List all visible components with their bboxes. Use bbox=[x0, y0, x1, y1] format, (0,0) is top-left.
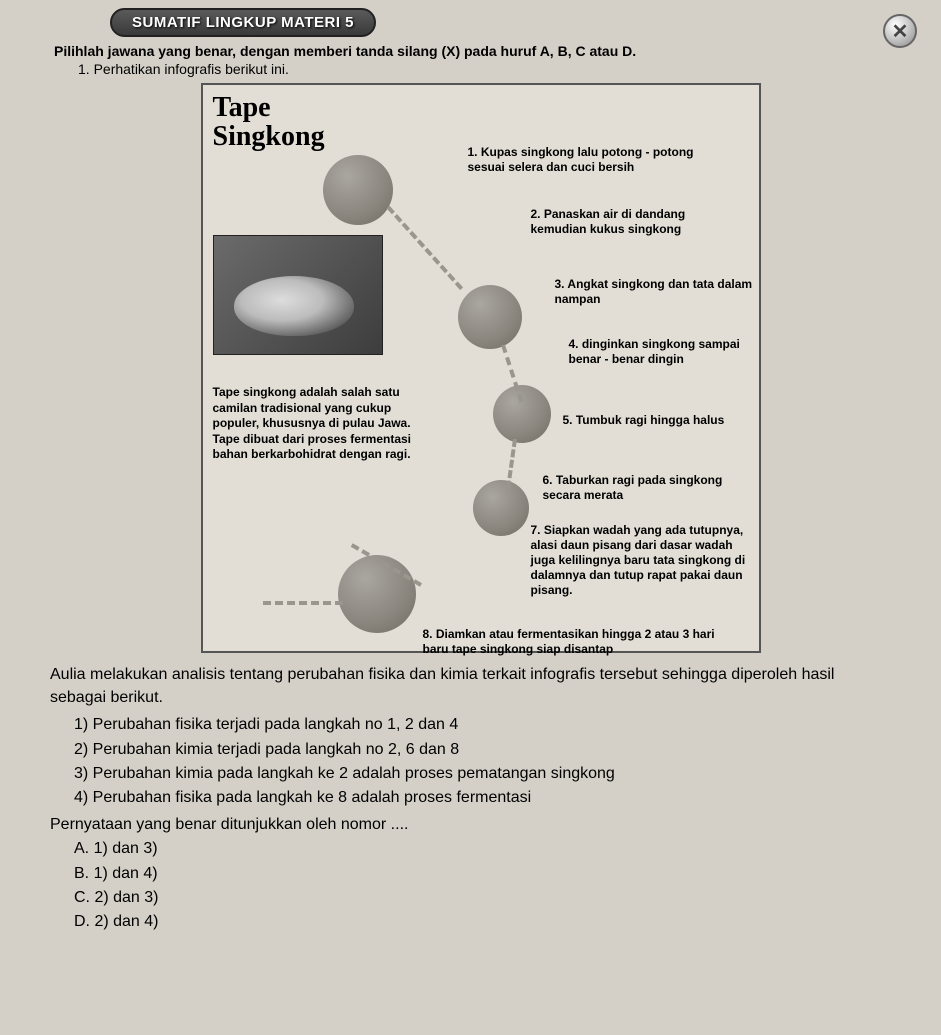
statement-list: 1) Perubahan fisika terjadi pada langkah… bbox=[74, 713, 891, 809]
step-text: 8. Diamkan atau fermentasikan hingga 2 a… bbox=[423, 627, 743, 657]
question-stem: Pernyataan yang benar ditunjukkan oleh n… bbox=[50, 813, 891, 836]
infographic-description: Tape singkong adalah salah satu camilan … bbox=[213, 385, 413, 463]
flow-connector bbox=[263, 601, 343, 605]
infographic-title-1: Tape bbox=[213, 93, 749, 122]
flow-connector bbox=[386, 206, 463, 290]
question-block: Aulia melakukan analisis tentang perubah… bbox=[50, 663, 911, 933]
flow-node bbox=[338, 555, 416, 633]
main-instruction: Pilihlah jawana yang benar, dengan membe… bbox=[54, 43, 911, 59]
question-1-prompt: 1. Perhatikan infografis berikut ini. bbox=[78, 61, 911, 77]
option-item[interactable]: B. 1) dan 4) bbox=[74, 862, 891, 885]
step-text: 3. Angkat singkong dan tata dalam nampan bbox=[555, 277, 755, 307]
step-text: 1. Kupas singkong lalu potong - potong s… bbox=[468, 145, 708, 175]
statement-item: 4) Perubahan fisika pada langkah ke 8 ad… bbox=[74, 786, 891, 809]
step-text: 7. Siapkan wadah yang ada tutupnya, alas… bbox=[531, 523, 751, 598]
step-text: 6. Taburkan ragi pada singkong secara me… bbox=[543, 473, 743, 503]
flow-node bbox=[458, 285, 522, 349]
option-item[interactable]: D. 2) dan 4) bbox=[74, 910, 891, 933]
question-lead: Aulia melakukan analisis tentang perubah… bbox=[50, 663, 891, 709]
step-text: 2. Panaskan air di dandang kemudian kuku… bbox=[531, 207, 741, 237]
header-bar: SUMATIF LINGKUP MATERI 5 bbox=[110, 8, 376, 37]
step-text: 4. dinginkan singkong sampai benar - ben… bbox=[569, 337, 749, 367]
step-text: 5. Tumbuk ragi hingga halus bbox=[563, 413, 743, 428]
option-list: A. 1) dan 3)B. 1) dan 4)C. 2) dan 3)D. 2… bbox=[74, 837, 891, 933]
flow-node bbox=[323, 155, 393, 225]
option-item[interactable]: C. 2) dan 3) bbox=[74, 886, 891, 909]
statement-item: 3) Perubahan kimia pada langkah ke 2 ada… bbox=[74, 762, 891, 785]
statement-item: 2) Perubahan kimia terjadi pada langkah … bbox=[74, 738, 891, 761]
infographic-panel: Tape Singkong Tape singkong adalah salah… bbox=[201, 83, 761, 653]
option-item[interactable]: A. 1) dan 3) bbox=[74, 837, 891, 860]
flow-node bbox=[493, 385, 551, 443]
flow-connector bbox=[506, 439, 517, 489]
flow-node bbox=[473, 480, 529, 536]
statement-item: 1) Perubahan fisika terjadi pada langkah… bbox=[74, 713, 891, 736]
tape-photo bbox=[213, 235, 383, 355]
close-icon[interactable]: ✕ bbox=[883, 14, 917, 48]
